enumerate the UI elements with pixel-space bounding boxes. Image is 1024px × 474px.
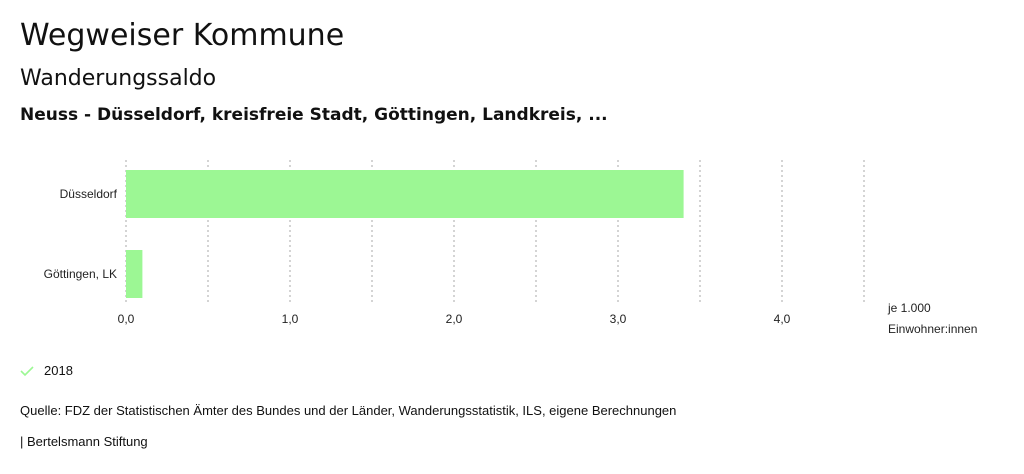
category-label-0: Düsseldorf [60,187,118,201]
unit-label-line-1: je 1.000 [887,301,931,315]
x-tick-label-3: 3,0 [610,312,627,326]
chart-tick-labels: 0,0 1,0 2,0 3,0 4,0 [118,312,791,326]
chart-bars [126,170,684,298]
legend-label: 2018 [44,363,73,378]
source-note: Quelle: FDZ der Statistischen Ämter des … [20,403,677,418]
bar-1[interactable] [126,250,143,298]
chart-category-labels: Düsseldorf Göttingen, LK [44,187,118,281]
chart-gridlines [125,160,865,303]
footer-credit: | Bertelsmann Stiftung [20,434,148,449]
legend[interactable]: 2018 [20,363,73,378]
x-tick-label-0: 0,0 [118,312,135,326]
category-label-1: Göttingen, LK [44,267,117,281]
region-selection: Neuss - Düsseldorf, kreisfreie Stadt, Gö… [20,105,608,125]
x-tick-label-2: 2,0 [446,312,463,326]
x-tick-label-1: 1,0 [282,312,299,326]
unit-label-line-2: Einwohner:innen [888,322,977,336]
check-icon [20,365,34,376]
chart-subtitle: Wanderungssaldo [20,66,217,91]
x-tick-label-4: 4,0 [774,312,791,326]
bar-0[interactable] [126,170,684,218]
page-title: Wegweiser Kommune [20,18,345,53]
